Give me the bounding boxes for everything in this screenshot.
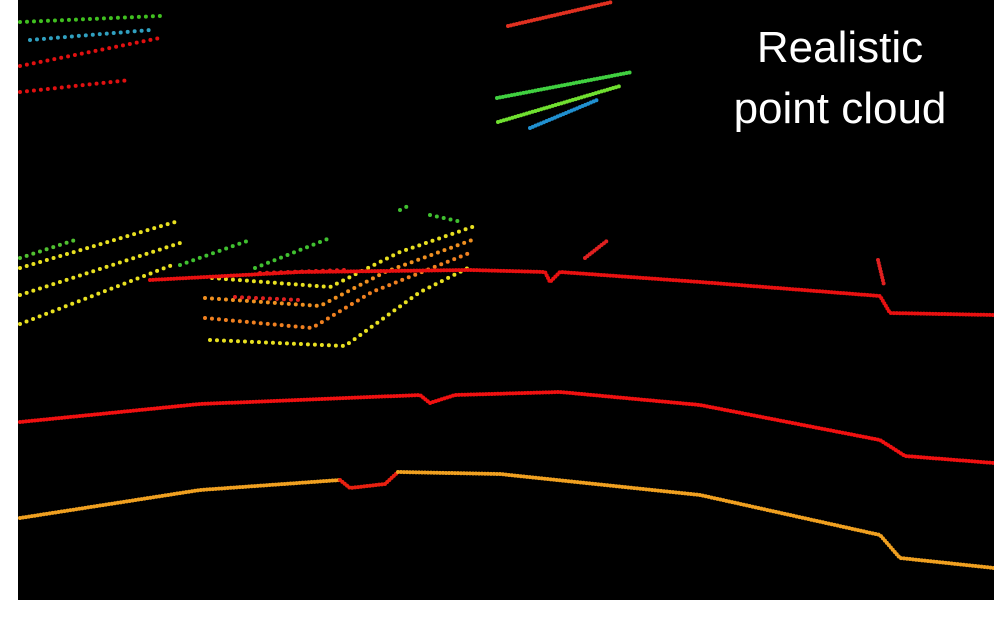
caption-line: Realistic (757, 23, 923, 72)
point-cloud-view: Realistic point cloud (0, 0, 994, 618)
page: Realistic point cloud (() => { const dat… (0, 0, 994, 618)
caption-line: point cloud (734, 84, 947, 133)
